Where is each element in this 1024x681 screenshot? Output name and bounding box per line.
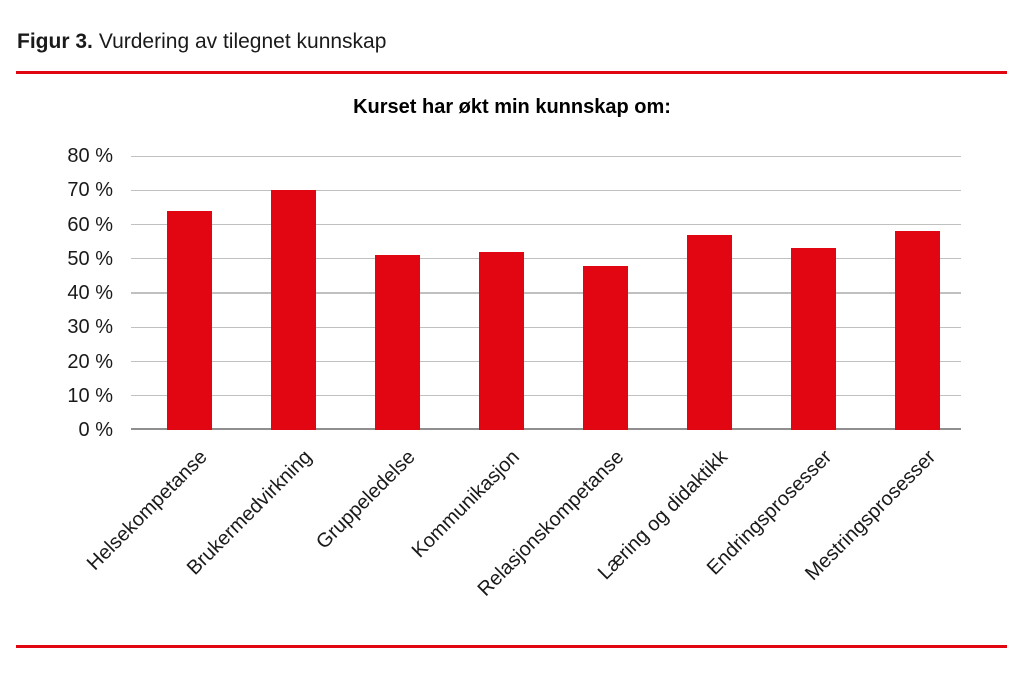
bar	[271, 190, 316, 430]
bar	[375, 255, 420, 430]
gridline	[131, 292, 961, 294]
bottom-divider	[16, 645, 1007, 648]
plot-area: 0 % 10 % 20 % 30 % 40 % 50 % 60 % 70 % 80 %	[67, 145, 961, 441]
y-tick-label: 20 %	[67, 350, 113, 373]
y-tick-label: 60 %	[67, 213, 113, 236]
figure-number: Figur 3.	[17, 30, 93, 53]
y-tick-label: 70 %	[67, 179, 113, 202]
y-tick-label: 80 %	[67, 145, 113, 167]
top-divider	[16, 71, 1007, 74]
y-tick-label: 0 %	[78, 419, 113, 441]
gridline	[131, 326, 961, 328]
gridline	[131, 223, 961, 226]
y-tick-label: 40 %	[67, 282, 113, 304]
figure-header: Figur 3. Vurdering av tilegnet kunnskap	[17, 29, 386, 54]
x-category-label: Gruppeledelse	[312, 446, 421, 554]
gridline	[131, 156, 961, 158]
bar	[479, 251, 524, 430]
bar	[895, 231, 940, 430]
bar	[791, 248, 836, 430]
x-axis-line	[131, 428, 961, 430]
y-tick-label: 30 %	[67, 316, 113, 339]
gridline	[131, 395, 961, 397]
y-tick-label: 10 %	[67, 384, 113, 407]
bar	[687, 234, 732, 430]
chart-title: Kurset har økt min kunnskap om:	[353, 96, 671, 118]
figure-caption: Vurdering av tilegnet kunnskap	[98, 30, 387, 53]
bar	[167, 210, 212, 430]
x-category-label: Kommunikasjon	[407, 446, 525, 563]
gridline	[131, 360, 961, 363]
x-axis-labels: Helsekompetanse Brukermedvirkning Gruppele…	[83, 430, 961, 625]
gridline	[131, 189, 961, 191]
gridline	[131, 258, 961, 260]
y-tick-label: 50 %	[67, 247, 113, 270]
bar	[583, 265, 628, 430]
